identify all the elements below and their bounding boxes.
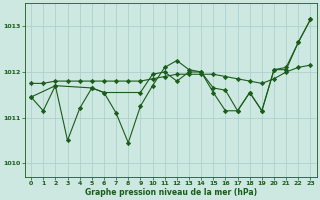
X-axis label: Graphe pression niveau de la mer (hPa): Graphe pression niveau de la mer (hPa) [85,188,257,197]
